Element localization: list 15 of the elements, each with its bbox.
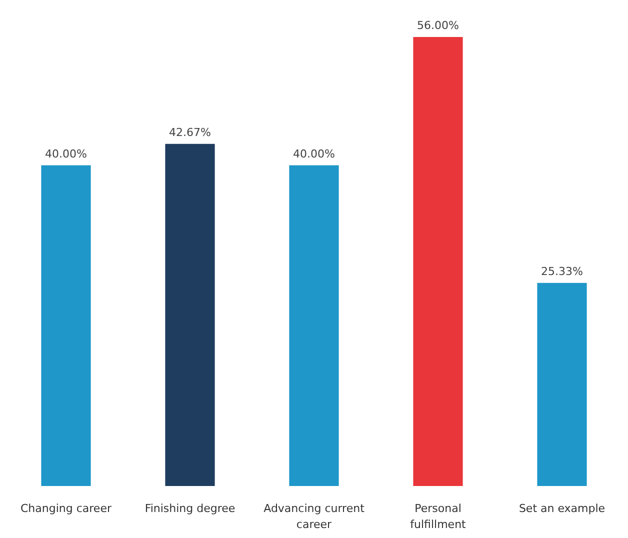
data-label: 40.00% xyxy=(45,147,87,160)
x-tick-label: Personal fulfillment xyxy=(410,502,467,531)
bar xyxy=(413,37,463,486)
bar xyxy=(537,282,587,486)
x-tick-label: Changing career xyxy=(20,502,112,515)
x-tick-label: Advancing current career xyxy=(264,502,366,531)
data-label: 56.00% xyxy=(417,19,459,32)
bar xyxy=(165,144,215,486)
bar xyxy=(41,165,91,486)
data-label: 40.00% xyxy=(293,147,335,160)
data-label: 42.67% xyxy=(169,126,211,139)
data-label: 25.33% xyxy=(541,264,583,278)
bar xyxy=(289,165,339,486)
x-tick-label: Finishing degree xyxy=(144,502,236,515)
x-tick-label: Set an example xyxy=(518,502,606,515)
